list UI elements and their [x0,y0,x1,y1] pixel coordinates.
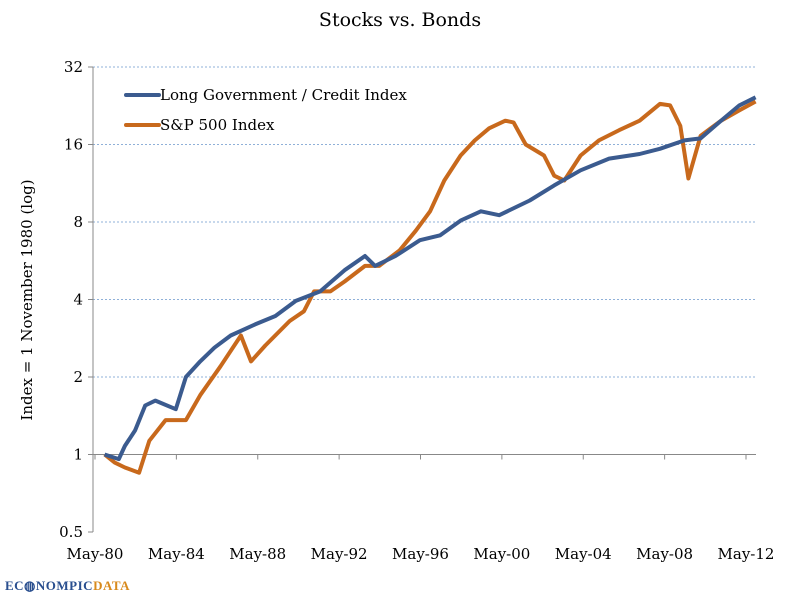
economicdata-logo: EC◍NOMPICDATA [5,578,130,593]
x-tick-label: May-08 [636,545,693,563]
x-tick-label: May-96 [392,545,449,563]
y-tick-label: 16 [64,136,83,154]
chart-title: Stocks vs. Bonds [319,9,481,31]
x-tick-label: May-80 [67,545,124,563]
y-tick-label: 32 [64,58,83,76]
legend-label-bonds: Long Government / Credit Index [160,86,407,104]
y-tick-label: 1 [73,446,83,464]
x-tick-label: May-84 [148,545,205,563]
series-line-sp500 [103,99,757,475]
y-tick-label: 2 [73,368,83,386]
y-tick-label: 8 [73,213,83,231]
x-tick-label: May-00 [473,545,530,563]
x-tick-label: May-12 [718,545,775,563]
legend-label-stocks: S&P 500 Index [160,116,275,134]
series-line-long-gov-credit [103,95,757,462]
y-tick-label: 0.5 [59,523,83,541]
x-tick-label: May-88 [229,545,286,563]
y-tick-label: 4 [73,291,83,309]
x-tick-label: May-92 [311,545,368,563]
legend: Long Government / Credit Index S&P 500 I… [124,86,407,134]
y-axis-label: Index = 1 November 1980 (log) [18,179,36,420]
x-tick-label: May-04 [555,545,612,563]
